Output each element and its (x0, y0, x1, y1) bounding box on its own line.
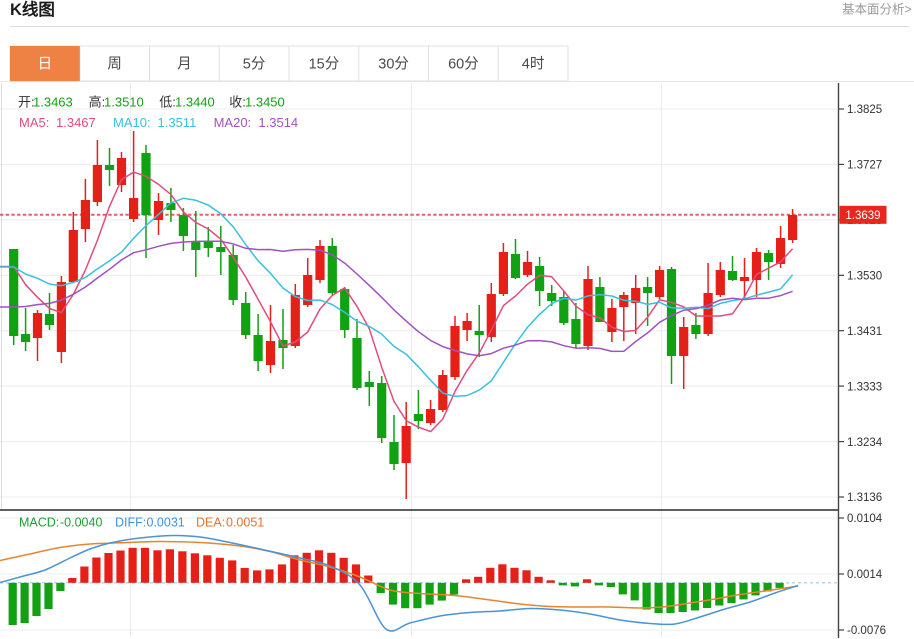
svg-text:60分: 60分 (448, 56, 479, 73)
svg-text:MA10:: MA10: (113, 115, 151, 130)
svg-text:-0.0040: -0.0040 (60, 516, 102, 530)
svg-text:15分: 15分 (309, 56, 340, 73)
svg-text:1.3333: 1.3333 (847, 381, 882, 393)
svg-text:MA5:: MA5: (19, 115, 49, 130)
svg-text:1.3450: 1.3450 (245, 95, 285, 110)
svg-text:1.3727: 1.3727 (847, 160, 882, 172)
svg-text:-0.0076: -0.0076 (847, 625, 886, 637)
svg-text:30分: 30分 (378, 56, 409, 73)
svg-text:MA20:: MA20: (214, 115, 252, 130)
svg-text:1.3467: 1.3467 (56, 115, 96, 130)
svg-text:1.3639: 1.3639 (845, 210, 880, 222)
svg-text:5分: 5分 (243, 56, 266, 73)
svg-text:MACD:: MACD: (19, 516, 59, 530)
svg-text:1.3234: 1.3234 (847, 437, 883, 449)
svg-text:基本面分析>: 基本面分析> (842, 3, 912, 17)
svg-text:1.3136: 1.3136 (847, 492, 882, 504)
svg-text:低:: 低: (159, 95, 176, 110)
svg-text:1.3431: 1.3431 (847, 326, 882, 338)
svg-text:0.0051: 0.0051 (226, 516, 264, 530)
svg-text:收:: 收: (229, 95, 246, 110)
svg-text:高:: 高: (89, 95, 106, 110)
svg-text:DIFF:: DIFF: (115, 516, 146, 530)
svg-text:0.0104: 0.0104 (847, 513, 883, 525)
svg-text:开:: 开: (18, 95, 35, 110)
svg-text:1.3510: 1.3510 (104, 95, 144, 110)
svg-text:4时: 4时 (522, 56, 545, 73)
svg-text:DEA:: DEA: (196, 516, 225, 530)
svg-text:1.3514: 1.3514 (258, 115, 298, 130)
svg-text:1.3463: 1.3463 (33, 95, 73, 110)
svg-text:0.0014: 0.0014 (847, 569, 883, 581)
svg-text:0.0031: 0.0031 (147, 516, 185, 530)
svg-text:K线图: K线图 (10, 0, 55, 19)
svg-text:1.3825: 1.3825 (847, 104, 882, 116)
svg-text:1.3440: 1.3440 (175, 95, 215, 110)
svg-text:周: 周 (107, 57, 122, 73)
svg-text:日: 日 (38, 57, 53, 73)
svg-text:1.3511: 1.3511 (158, 115, 197, 130)
svg-text:月: 月 (177, 57, 192, 73)
svg-text:1.3530: 1.3530 (847, 271, 882, 283)
